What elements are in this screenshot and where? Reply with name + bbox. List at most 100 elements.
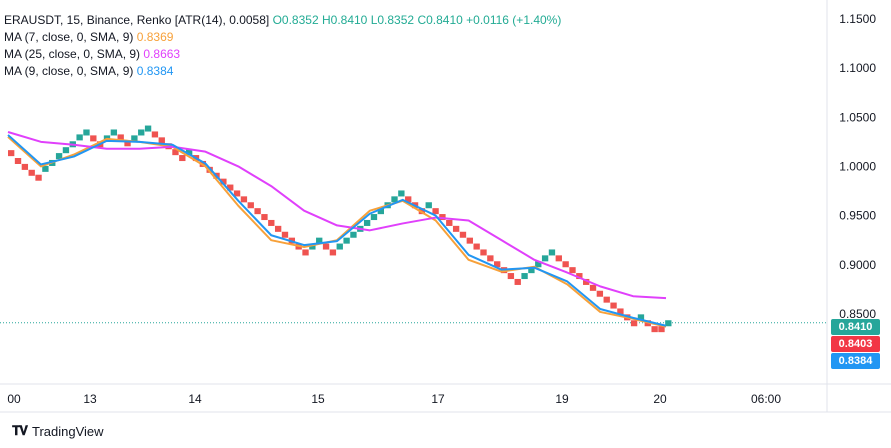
ma25-line bbox=[7, 131, 667, 300]
renko-brick-down bbox=[589, 284, 597, 291]
price-tick-label: 1.0500 bbox=[839, 110, 876, 124]
high-value: H0.8410 bbox=[321, 13, 368, 27]
renko-brick-down bbox=[596, 290, 604, 297]
price-tick-label: 0.8500 bbox=[839, 307, 876, 321]
time-axis[interactable]: 00 13 14 15 17 19 20 06:00 bbox=[7, 392, 781, 406]
price-tick-label: 1.1000 bbox=[839, 61, 876, 75]
renko-brick-down bbox=[480, 249, 487, 256]
renko-brick-down bbox=[261, 214, 268, 221]
renko-brick-down bbox=[28, 169, 35, 176]
time-tick-label: 06:00 bbox=[751, 392, 781, 406]
renko-brick-down bbox=[8, 150, 15, 157]
change-value: +0.0116 (+1.40%) bbox=[466, 13, 562, 27]
renko-brick-down bbox=[459, 231, 467, 238]
renko-brick-down bbox=[21, 163, 29, 170]
renko-brick-up bbox=[665, 320, 672, 327]
renko-brick-down bbox=[658, 326, 665, 333]
renko-brick-down bbox=[124, 140, 131, 147]
price-axis[interactable]: 1.1500 1.1000 1.0500 1.0000 0.9500 0.9000 0.85… bbox=[839, 12, 876, 370]
renko-brick-down bbox=[158, 137, 165, 144]
renko-brick-down bbox=[651, 326, 658, 333]
time-tick-label: 00 bbox=[7, 392, 21, 406]
open-value: O0.8352 bbox=[272, 13, 319, 27]
renko-brick-up bbox=[42, 165, 49, 172]
ma7-label: MA (7, close, 0, SMA, 9) bbox=[4, 30, 134, 44]
renko-brick-down bbox=[507, 273, 515, 280]
renko-brick-up bbox=[76, 134, 83, 141]
renko-brick-down bbox=[583, 278, 590, 285]
renko-brick-down bbox=[603, 296, 610, 303]
renko-brick-up bbox=[110, 129, 118, 136]
low-value: L0.8352 bbox=[370, 13, 415, 27]
renko-brick-up bbox=[535, 261, 542, 268]
tradingview-logo-icon[interactable]: 𝐓𝐕 bbox=[12, 423, 28, 438]
renko-brick-up bbox=[83, 129, 90, 136]
renko-brick-down bbox=[90, 135, 97, 142]
last-price-badge: 0.8410 bbox=[831, 319, 880, 335]
symbol-info[interactable]: ERAUSDT, 15, Binance, Renko [ATR(14), 0.… bbox=[4, 13, 270, 27]
renko-brick-down bbox=[14, 158, 22, 164]
renko-brick-down bbox=[117, 134, 124, 141]
legend-ma7[interactable]: MA (7, close, 0, SMA, 9) 0.8369 bbox=[4, 29, 561, 46]
renko-brick-up bbox=[363, 219, 371, 226]
renko-brick-down bbox=[562, 261, 569, 268]
renko-brick-down bbox=[514, 278, 521, 285]
brand-name[interactable]: TradingView bbox=[32, 423, 104, 439]
renko-brick-down bbox=[254, 208, 261, 215]
renko-brick-up bbox=[528, 267, 535, 274]
renko-brick-up bbox=[185, 149, 193, 156]
renko-brick-up bbox=[521, 273, 528, 280]
renko-brick-up bbox=[377, 208, 384, 215]
renko-brick-up bbox=[343, 237, 350, 244]
renko-brick-down bbox=[329, 249, 337, 256]
renko-brick-down bbox=[473, 243, 480, 250]
legend-ma9[interactable]: MA (9, close, 0, SMA, 9) 0.8384 bbox=[4, 63, 561, 80]
close-value: C0.8410 bbox=[417, 13, 463, 27]
renko-brick-up bbox=[391, 196, 398, 203]
price-tick-label: 0.9500 bbox=[839, 209, 876, 223]
time-tick-label: 20 bbox=[653, 392, 667, 406]
renko-brick-up bbox=[370, 214, 378, 221]
renko-brick-down bbox=[274, 225, 282, 232]
legend-ma25[interactable]: MA (25, close, 0, SMA, 9) 0.8663 bbox=[4, 46, 561, 63]
renko-brick-down bbox=[439, 214, 446, 221]
chart-legend: ERAUSDT, 15, Binance, Renko [ATR(14), 0.… bbox=[4, 12, 561, 80]
ma25-label: MA (25, close, 0, SMA, 9) bbox=[4, 47, 141, 61]
ma7-value: 0.8369 bbox=[136, 30, 174, 44]
renko-brick-down bbox=[151, 131, 159, 138]
plot-area bbox=[0, 125, 827, 333]
renko-brick-up bbox=[138, 129, 145, 136]
renko-brick-down bbox=[233, 190, 241, 197]
renko-brick-down bbox=[172, 149, 179, 156]
ma25-value: 0.8663 bbox=[143, 47, 181, 61]
renko-brick-down bbox=[302, 249, 309, 256]
price-tick-label: 1.1500 bbox=[839, 12, 876, 26]
renko-brick-down bbox=[240, 196, 248, 203]
ma25-price-badge: 0.8403 bbox=[831, 336, 880, 352]
footer: 𝐓𝐕 TradingView bbox=[12, 423, 104, 439]
renko-brick-up bbox=[350, 231, 357, 238]
ma7-line bbox=[7, 136, 667, 328]
renko-brick-up bbox=[541, 255, 549, 262]
renko-brick-down bbox=[446, 219, 453, 226]
renko-brick-down bbox=[466, 237, 473, 244]
renko-brick-down bbox=[268, 219, 275, 226]
renko-brick-up bbox=[144, 125, 152, 132]
renko-brick-down bbox=[35, 174, 42, 181]
renko-brick-down bbox=[576, 273, 583, 280]
renko-brick-down bbox=[281, 231, 289, 238]
renko-brick-down bbox=[227, 184, 234, 191]
price-tick-label: 0.9000 bbox=[839, 258, 876, 272]
renko-brick-down bbox=[247, 202, 254, 209]
renko-brick-up bbox=[398, 190, 405, 197]
renko-brick-up bbox=[309, 243, 316, 250]
renko-brick-down bbox=[322, 243, 330, 250]
renko-brick-up bbox=[55, 153, 63, 160]
renko-brick-up bbox=[425, 202, 432, 209]
renko-brick-down bbox=[179, 155, 186, 162]
time-tick-label: 19 bbox=[555, 392, 569, 406]
renko-brick-down bbox=[569, 267, 576, 274]
renko-brick-down bbox=[487, 255, 494, 262]
renko-brick-down bbox=[494, 261, 501, 268]
time-tick-label: 14 bbox=[188, 392, 202, 406]
